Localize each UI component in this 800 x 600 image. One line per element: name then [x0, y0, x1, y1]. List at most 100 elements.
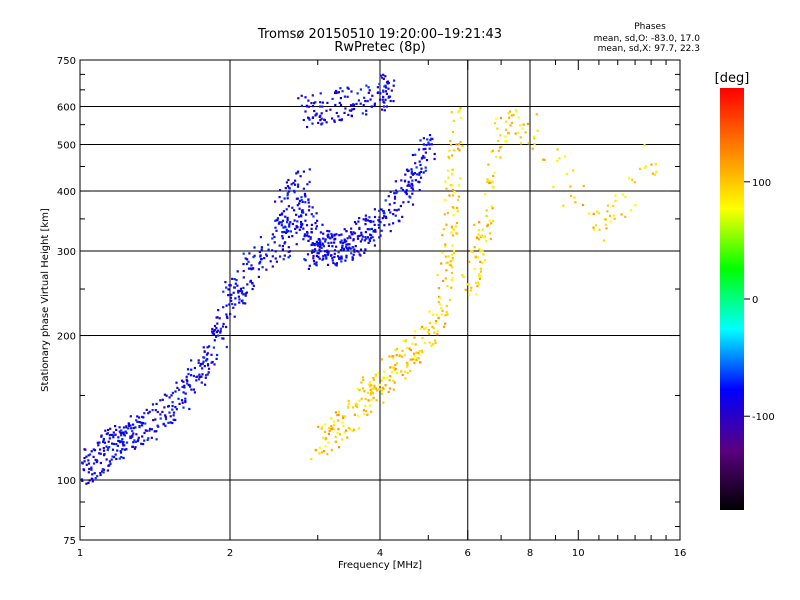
- data-point: [274, 200, 277, 203]
- data-point: [428, 332, 431, 336]
- data-point: [174, 418, 177, 422]
- data-point: [344, 259, 347, 262]
- data-point: [90, 466, 93, 469]
- data-point: [479, 270, 483, 273]
- data-point: [371, 387, 374, 390]
- data-point: [321, 242, 324, 245]
- data-point: [229, 312, 232, 316]
- data-point: [196, 375, 199, 378]
- data-point: [284, 241, 287, 244]
- data-point: [367, 399, 370, 402]
- data-point: [322, 232, 325, 235]
- data-point: [337, 255, 340, 258]
- data-point: [366, 413, 369, 416]
- data-point: [445, 304, 448, 308]
- data-point: [345, 245, 348, 248]
- data-point: [105, 458, 108, 461]
- data-point: [407, 183, 410, 186]
- data-point: [364, 404, 367, 407]
- data-point: [239, 287, 243, 290]
- data-point: [247, 260, 250, 263]
- data-point: [320, 117, 323, 120]
- data-point: [299, 175, 302, 178]
- data-point: [265, 253, 268, 256]
- data-point: [280, 213, 283, 216]
- data-point: [509, 124, 512, 127]
- data-point: [478, 275, 481, 278]
- data-point: [217, 334, 220, 337]
- data-point: [271, 233, 274, 236]
- data-point: [337, 115, 340, 118]
- data-point: [188, 407, 191, 411]
- data-point: [169, 421, 172, 424]
- data-point: [485, 240, 488, 243]
- data-point: [436, 330, 439, 333]
- data-point: [411, 187, 414, 190]
- data-point: [389, 375, 392, 378]
- data-point: [176, 386, 179, 389]
- data-point: [99, 452, 102, 455]
- data-point: [428, 143, 431, 146]
- data-point: [122, 431, 125, 434]
- data-point: [602, 239, 605, 242]
- data-point: [397, 219, 400, 222]
- data-point: [451, 172, 454, 175]
- data-point: [624, 215, 627, 218]
- x-tick-label: 8: [527, 548, 533, 559]
- data-point: [320, 112, 323, 115]
- data-point: [308, 168, 311, 171]
- data-point: [124, 430, 127, 433]
- data-point: [387, 390, 390, 393]
- data-point: [388, 387, 392, 390]
- data-point: [110, 458, 113, 461]
- data-point: [444, 314, 447, 317]
- data-point: [181, 401, 184, 404]
- data-point: [205, 353, 209, 356]
- data-point: [351, 233, 354, 236]
- data-point: [379, 74, 382, 77]
- data-point: [135, 433, 138, 436]
- data-point: [334, 411, 337, 414]
- data-point: [125, 448, 128, 451]
- data-point: [388, 203, 391, 206]
- data-point: [198, 376, 201, 379]
- data-point: [443, 325, 446, 328]
- data-point: [242, 286, 245, 289]
- data-point: [430, 344, 433, 347]
- data-point: [265, 254, 268, 257]
- data-point: [605, 227, 608, 230]
- data-point: [131, 445, 134, 448]
- data-point: [345, 247, 349, 250]
- data-point: [479, 275, 482, 278]
- data-point: [374, 228, 377, 232]
- data-point: [478, 248, 481, 251]
- data-point: [183, 384, 186, 387]
- data-point: [141, 422, 144, 425]
- data-point: [259, 236, 262, 239]
- data-point: [413, 358, 416, 361]
- data-point: [381, 76, 384, 79]
- data-point: [424, 151, 427, 154]
- data-point: [496, 127, 499, 130]
- data-point: [206, 346, 209, 349]
- data-point: [134, 426, 137, 429]
- data-point: [338, 234, 341, 237]
- data-point: [414, 162, 417, 165]
- data-point: [301, 200, 304, 203]
- data-point: [129, 436, 132, 440]
- data-point: [253, 246, 256, 249]
- data-point: [357, 250, 360, 253]
- data-point: [85, 463, 88, 466]
- data-point: [284, 231, 288, 234]
- data-point: [445, 223, 448, 226]
- data-point: [569, 194, 573, 197]
- data-point: [310, 457, 313, 461]
- data-point: [122, 444, 125, 447]
- data-point: [382, 95, 385, 98]
- data-point: [187, 383, 190, 387]
- data-point: [107, 447, 110, 450]
- data-point: [308, 118, 311, 121]
- data-point: [365, 217, 368, 220]
- data-point: [309, 236, 312, 239]
- data-point: [402, 201, 405, 204]
